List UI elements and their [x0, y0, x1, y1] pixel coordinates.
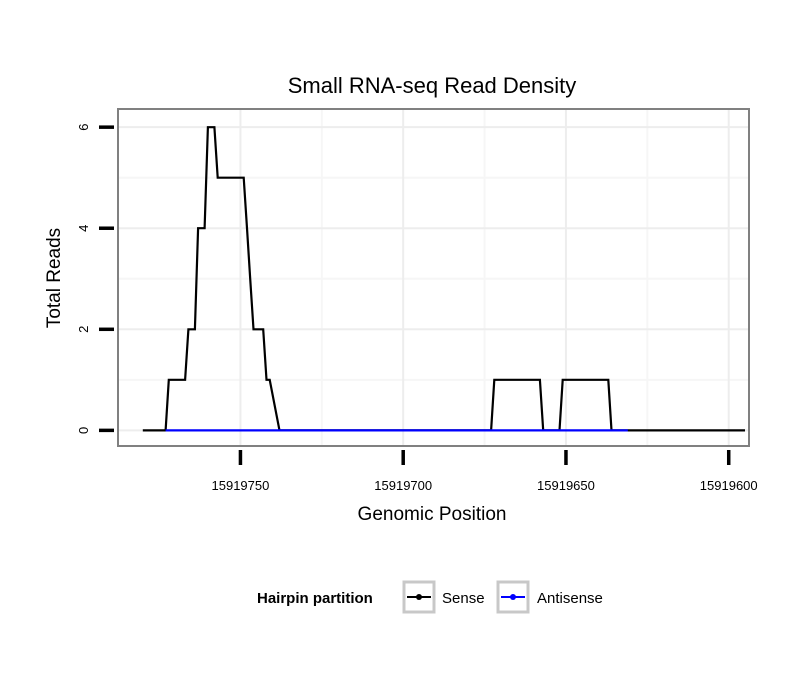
x-tick-label: 15919600: [700, 478, 758, 493]
legend-item-antisense: Antisense: [496, 580, 603, 614]
plot-background: [118, 109, 749, 446]
legend-label-antisense: Antisense: [537, 590, 603, 607]
legend-title: Hairpin partition: [257, 590, 373, 607]
legend-item-sense: Sense: [402, 580, 485, 614]
y-tick-label: 2: [76, 326, 91, 333]
x-axis: 15919750 15919700 15919650 15919600: [212, 450, 758, 493]
plot-border: [117, 108, 750, 447]
legend-label-sense: Sense: [442, 590, 485, 607]
chart-title: Small RNA-seq Read Density: [288, 73, 577, 98]
y-tick-label: 4: [76, 225, 91, 232]
legend-point-antisense: [510, 594, 516, 600]
y-axis-title: Total Reads: [44, 228, 65, 328]
x-tick-label: 15919650: [537, 478, 595, 493]
y-tick-label: 0: [76, 427, 91, 434]
legend: Hairpin partition Sense Antisense: [257, 580, 603, 614]
y-tick-label: 6: [76, 124, 91, 131]
x-tick-label: 15919700: [374, 478, 432, 493]
x-tick-label: 15919750: [212, 478, 270, 493]
x-axis-title: Genomic Position: [358, 504, 507, 525]
data-series: [142, 126, 745, 432]
plot-panel: [117, 108, 750, 447]
legend-point-sense: [416, 594, 422, 600]
y-axis: 0 2 4 6: [76, 124, 114, 434]
